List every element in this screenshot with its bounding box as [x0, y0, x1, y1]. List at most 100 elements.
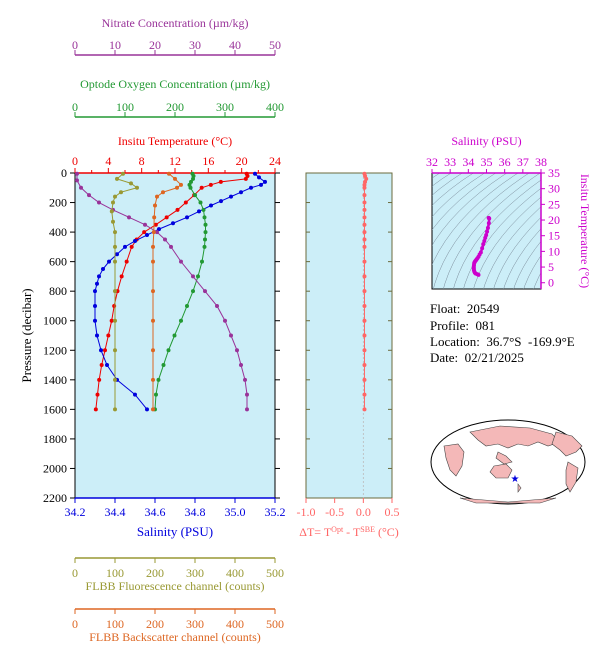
nitrate-point: [75, 178, 79, 183]
salinity-point: [115, 252, 119, 257]
ts-temperature-tick-label: 10: [548, 244, 560, 258]
backscatter-point: [152, 215, 157, 220]
density-contour: [443, 173, 541, 289]
temperature-point: [119, 274, 124, 279]
salinity-point: [239, 190, 243, 195]
dt-point: [362, 215, 367, 220]
oxygen-point: [185, 303, 189, 308]
density-contour: [432, 173, 497, 231]
nitrate-point: [191, 274, 195, 279]
pressure-tick-label: 2000: [43, 461, 67, 475]
dt-point: [362, 193, 367, 198]
temperature-point: [95, 392, 100, 397]
nitrate-tick-label: 0: [72, 38, 78, 52]
density-contour: [432, 173, 508, 246]
nitrate-point: [143, 222, 147, 227]
dt-point: [362, 407, 367, 412]
density-contour: [463, 187, 541, 289]
salinity-point: [171, 221, 175, 226]
fluorescence-point: [109, 209, 114, 214]
oxygen-point: [191, 176, 195, 181]
oxygen-point: [166, 348, 171, 353]
oxygen-tick-label: 100: [116, 100, 134, 114]
salinity-point: [157, 227, 161, 232]
backscatter-point: [151, 407, 155, 412]
temperature-tick-label: 16: [202, 154, 214, 168]
oxygen-tick-label: 200: [166, 100, 184, 114]
backscatter-point: [167, 171, 171, 176]
temperature-point: [175, 207, 180, 212]
backscatter-point: [151, 230, 156, 235]
salinity-point: [253, 171, 257, 176]
nitrate-tick-label: 20: [149, 38, 161, 52]
dt-point: [362, 182, 367, 187]
fluorescence-tick-label: 100: [106, 566, 124, 580]
salinity-tick-label: 34.4: [105, 505, 126, 519]
fluorescence-point: [111, 200, 115, 205]
fluorescence-tick-label: 400: [226, 566, 244, 580]
backscatter-point: [161, 190, 165, 195]
ts-temperature-tick-label: 35: [548, 166, 560, 180]
fluorescence-point: [113, 318, 117, 323]
nitrate-point: [243, 377, 247, 382]
salinity-point: [219, 199, 223, 204]
backscatter-point: [151, 289, 155, 294]
salinity-point: [93, 289, 97, 294]
dt-point: [362, 303, 367, 308]
oxygen-point: [179, 318, 183, 323]
temperature-tick-label: 24: [269, 154, 281, 168]
backscatter-tick-label: 100: [106, 617, 124, 631]
pressure-axis-label: Pressure (decibar): [19, 288, 34, 382]
ts-point: [486, 221, 491, 226]
temperature-point: [124, 259, 129, 264]
salinity-point: [133, 238, 137, 243]
map-asia: [469, 425, 561, 449]
pressure-tick-label: 1000: [43, 314, 67, 328]
salinity-point: [133, 392, 137, 397]
pressure-tick-label: 0: [61, 166, 67, 180]
oxygen-point: [172, 333, 177, 338]
pressure-tick-label: 600: [49, 255, 67, 269]
backscatter-tick-label: 200: [146, 617, 164, 631]
pressure-tick-label: 1800: [43, 432, 67, 446]
dt-tick-label: -0.5: [325, 505, 344, 519]
dt-point: [362, 363, 367, 368]
map-europe-africa: [443, 443, 465, 477]
dt-point: [362, 185, 367, 190]
nitrate-tick-label: 50: [269, 38, 281, 52]
backscatter-tick-label: 500: [266, 617, 284, 631]
density-contour: [493, 217, 541, 289]
map-landmasses: [443, 425, 583, 504]
temperature-point: [218, 179, 223, 184]
nitrate-point: [127, 215, 131, 220]
dt-tick-label: -1.0: [297, 505, 316, 519]
dt-axis-label-part: - T: [343, 525, 361, 539]
nitrate-tick-label: 30: [189, 38, 201, 52]
backscatter-tick-label: 0: [72, 617, 78, 631]
dt-point: [362, 348, 367, 353]
ts-salinity-tick-label: 37: [517, 155, 529, 169]
pressure-tick-label: 800: [49, 284, 67, 298]
pressure-tick-label: 2200: [43, 491, 67, 505]
fluorescence-point: [113, 348, 117, 353]
fluorescence-point: [113, 407, 117, 412]
oxygen-point: [193, 193, 197, 198]
salinity-tick-label: 35.0: [225, 505, 246, 519]
temperature-point: [93, 407, 98, 412]
salinity-point: [145, 233, 149, 238]
ts-salinity-tick-label: 33: [444, 155, 456, 169]
salinity-point: [145, 407, 149, 412]
fluorescence-point: [113, 194, 117, 199]
ts-temperature-tick-label: 20: [548, 213, 560, 227]
temperature-tick-label: 12: [169, 154, 181, 168]
oxygen-tick-label: 400: [266, 100, 284, 114]
fluorescence-point: [119, 190, 123, 195]
ts-point: [486, 215, 491, 220]
nitrate-point: [235, 348, 239, 353]
pressure-tick-label: 200: [49, 196, 67, 210]
salinity-tick-label: 34.2: [65, 505, 86, 519]
dt-axis-label-sup: Opt: [331, 525, 344, 534]
oxygen-point: [198, 200, 203, 205]
